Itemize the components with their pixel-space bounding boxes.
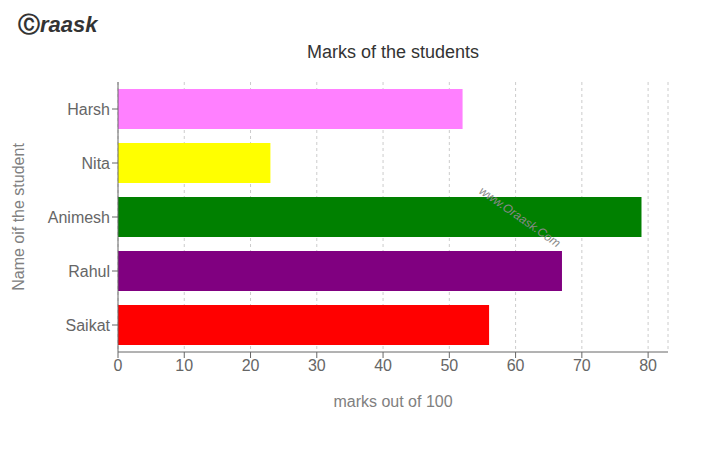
svg-text:Saikat: Saikat (66, 317, 111, 334)
svg-text:30: 30 (308, 357, 326, 374)
svg-text:Nita: Nita (82, 155, 111, 172)
svg-text:20: 20 (242, 357, 260, 374)
svg-text:40: 40 (374, 357, 392, 374)
html-text:Ⓒ raask: Ⓒ raask (18, 12, 98, 37)
svg-text:80: 80 (639, 357, 657, 374)
svg-text:Harsh: Harsh (67, 101, 110, 118)
svg-text:Rahul: Rahul (68, 263, 110, 280)
svg-text:marks out of 100: marks out of 100 (333, 393, 452, 410)
svg-text:50: 50 (440, 357, 458, 374)
svg-text:Name oif the student: Name oif the student (10, 143, 27, 291)
svg-text:60: 60 (507, 357, 525, 374)
svg-text:0: 0 (114, 357, 123, 374)
svg-text:10: 10 (175, 357, 193, 374)
svg-text:Animesh: Animesh (48, 209, 110, 226)
html-text:Marks of the students: Marks of the students (307, 42, 479, 62)
svg-text:70: 70 (573, 357, 591, 374)
html-text:www.Oraask.Com: www.Oraask.Com (476, 183, 563, 251)
